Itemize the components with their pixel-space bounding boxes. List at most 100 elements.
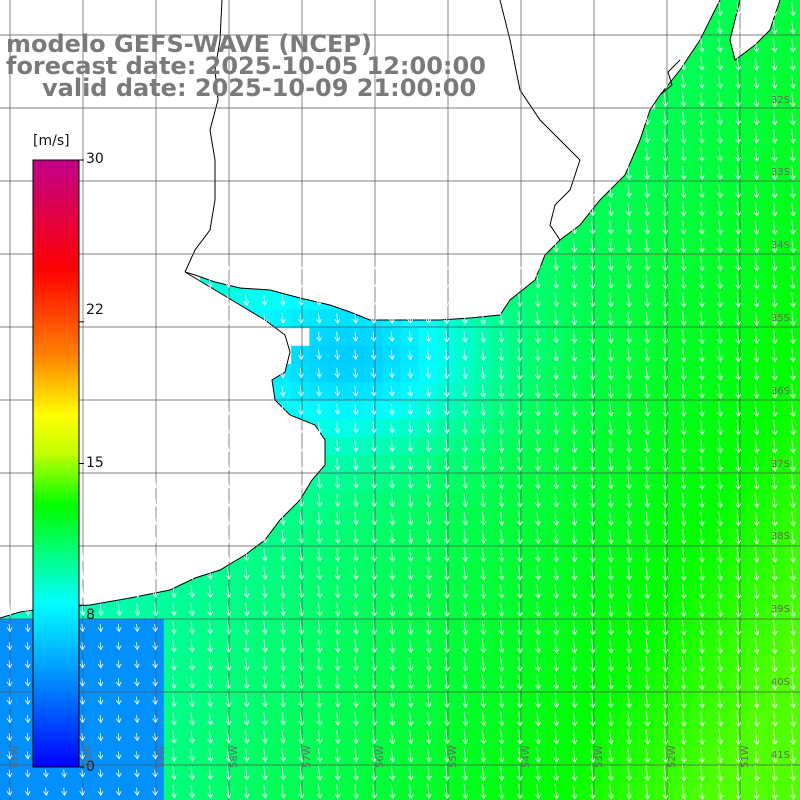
wind-cell [473,364,492,383]
wind-arrow [771,565,778,582]
wind-cell [163,673,183,693]
wind-arrow [444,511,450,526]
wind-arrow [644,420,651,436]
wind-arrow [571,438,578,454]
wind-cell [600,764,620,784]
wind-arrow [480,275,487,289]
wind-arrow [662,183,669,199]
wind-arrow [134,603,141,617]
wind-cell [491,637,511,656]
wind-arrow [425,475,432,490]
wind-cell [746,564,765,583]
wind-cell [436,473,456,492]
wind-arrow [571,511,578,527]
wind-arrow [170,694,177,708]
wind-cell [418,582,438,602]
wind-arrow [771,746,778,764]
wind-arrow [225,439,232,453]
wind-arrow [717,728,723,746]
wind-arrow [699,728,705,746]
wind-arrow [462,711,468,727]
wind-cell [582,637,602,656]
wind-cell [782,473,800,492]
wind-cell [418,473,438,492]
wind-arrow [480,257,487,271]
wind-cell [163,746,183,765]
wind-cell [782,491,800,511]
wind-cell [600,564,620,583]
wind-cell [273,546,292,565]
wind-cell [546,655,565,674]
wind-cell [618,655,638,674]
wind-arrow [535,275,541,289]
wind-cell [709,673,729,693]
lon-label: 60W [83,745,94,768]
wind-cell [618,400,638,420]
wind-arrow [298,367,304,379]
wind-arrow [352,368,359,379]
wind-arrow [462,493,468,508]
wind-arrow [698,183,705,199]
wind-arrow [462,403,468,416]
wind-arrow [771,219,778,235]
wind-cell [564,655,583,674]
wind-arrow [298,294,304,306]
wind-arrow [79,733,86,742]
wind-cell [691,655,711,674]
wind-arrow [444,675,450,690]
wind-cell [564,673,583,693]
wind-arrow [771,692,778,709]
lon-label: 52W [667,745,678,768]
wind-cell [527,582,547,602]
wind-cell [473,491,492,511]
wind-arrow [607,329,614,344]
wind-cell [673,145,693,165]
wind-cell [673,491,693,511]
wind-cell [491,345,511,365]
wind-cell [746,473,765,492]
wind-arrow [243,530,250,544]
wind-arrow [626,583,632,600]
wind-cell [527,382,547,401]
wind-arrow [753,419,760,436]
wind-arrow [607,256,614,271]
wind-cell [509,546,529,565]
wind-arrow [753,746,760,764]
wind-cell [491,655,511,674]
wind-arrow [334,548,341,562]
wind-arrow [24,769,31,778]
wind-arrow [535,765,541,782]
wind-arrow [644,292,650,308]
wind-arrow [516,475,523,490]
wind-cell [400,455,420,474]
wind-cell [400,746,420,765]
wind-cell [436,582,456,602]
wind-arrow [534,347,541,362]
wind-cell [291,691,310,711]
wind-cell [782,54,800,74]
wind-arrow [771,474,778,491]
wind-cell [546,637,565,656]
wind-arrow [207,693,214,708]
wind-arrow [699,710,705,727]
wind-arrow [261,602,268,617]
wind-arrow [680,674,687,691]
wind-cell [564,254,583,274]
wind-cell [564,473,583,492]
wind-cell [709,782,729,800]
wind-cell [436,418,456,438]
wind-arrow [771,38,778,53]
wind-cell [163,600,183,620]
wind-cell [455,782,474,800]
wind-cell [254,782,274,800]
wind-arrow [498,402,505,417]
wind-cell [254,728,274,747]
wind-cell [309,782,329,800]
wind-arrow [298,620,305,635]
wind-arrow [662,74,669,89]
wind-arrow [353,784,359,799]
wind-cell [764,746,784,765]
wind-arrow [280,530,286,544]
wind-arrow [189,712,195,726]
wind-arrow [735,74,741,90]
